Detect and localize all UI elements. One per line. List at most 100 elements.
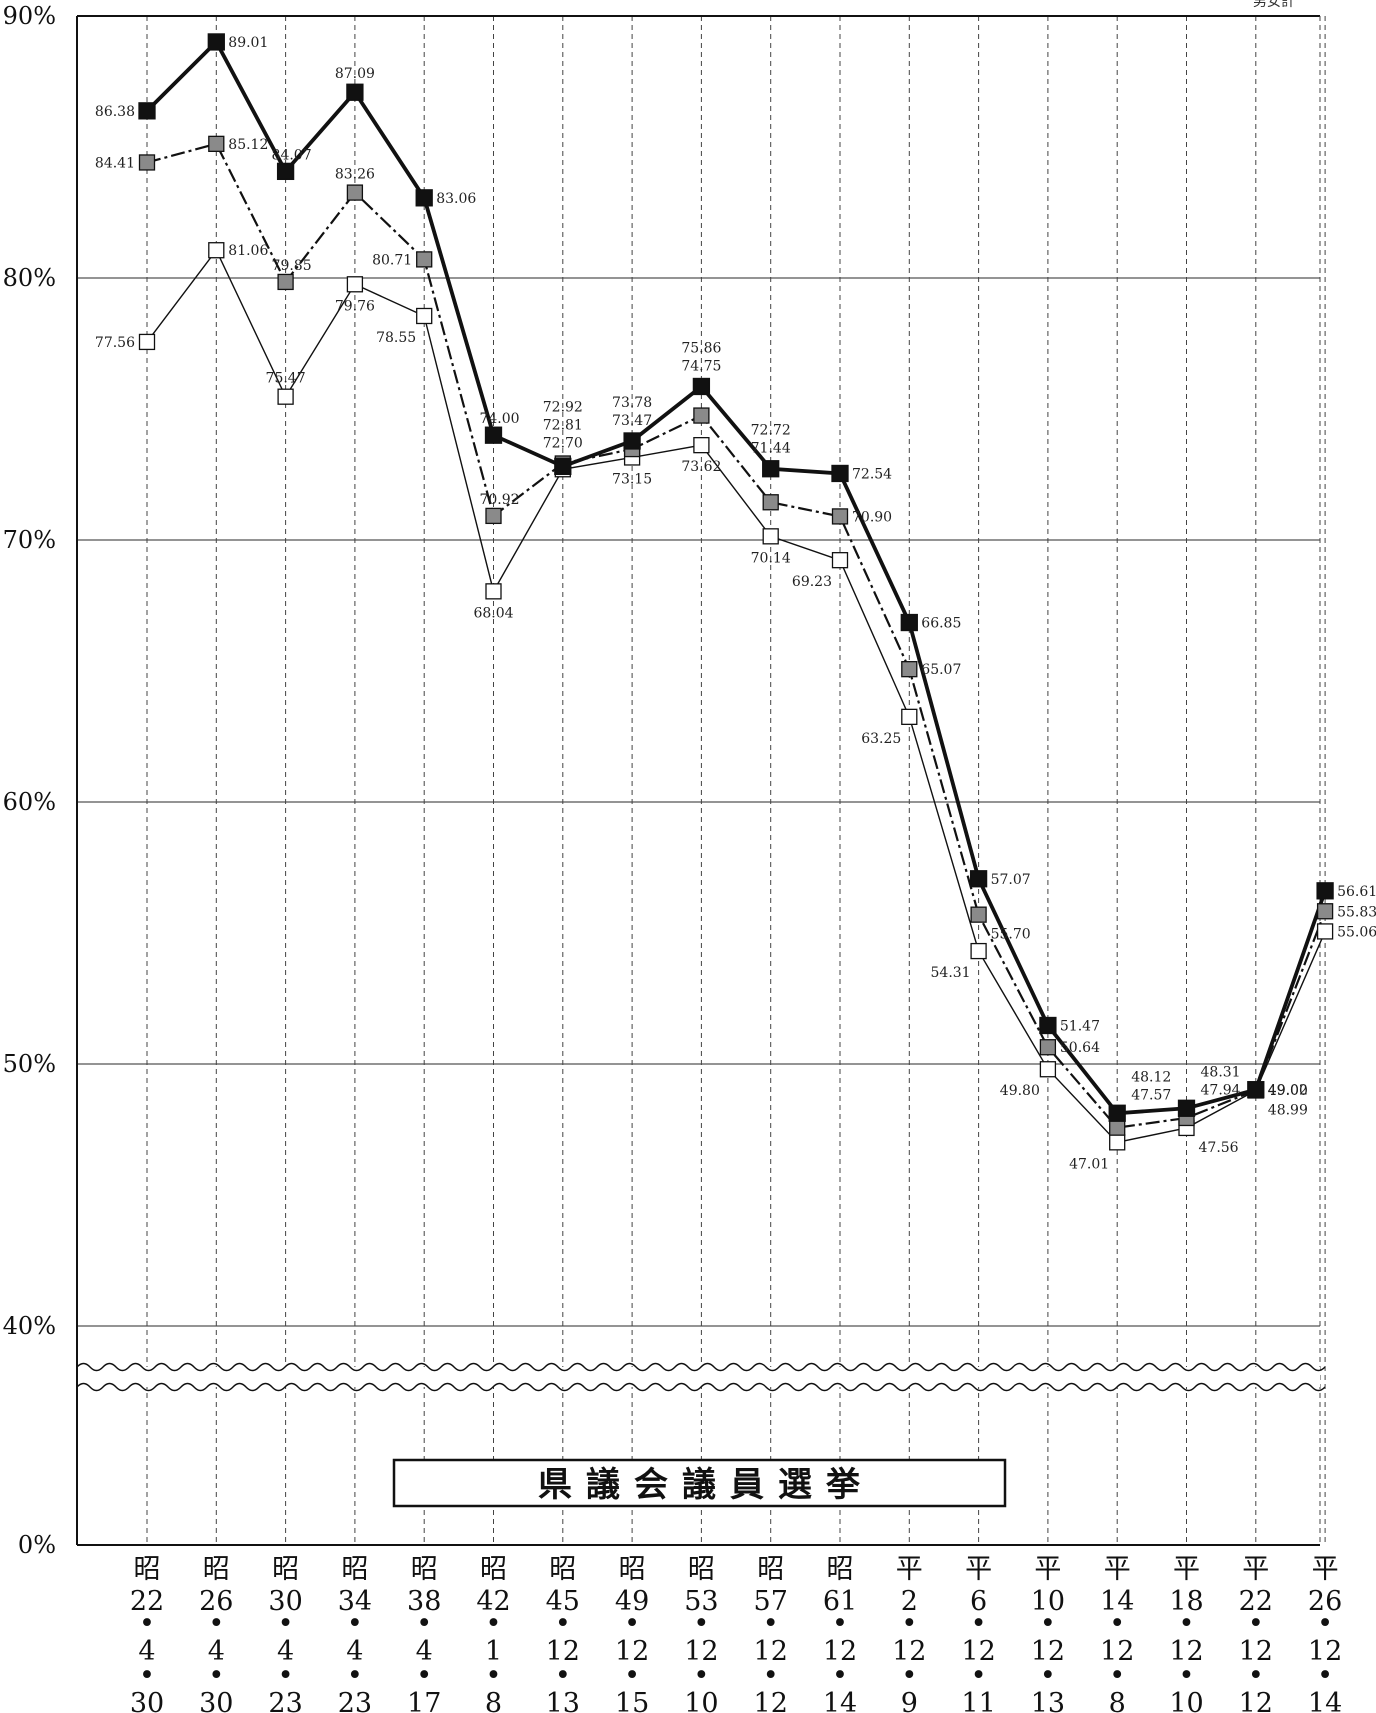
series-point-black [1039, 1016, 1057, 1035]
data-label: 47.57 [1131, 1087, 1171, 1103]
x-tick-label: 12 [615, 1636, 649, 1667]
data-label: 48.99 [1268, 1102, 1308, 1118]
series-point-gray [970, 906, 987, 923]
x-tick-label: 4 [416, 1636, 433, 1667]
data-label: 86.38 [95, 104, 135, 120]
x-tick-label: • [971, 1660, 987, 1691]
x-tick-label: 10 [684, 1688, 718, 1713]
y-tick-label: 0% [18, 1531, 56, 1559]
y-tick-label: 40% [3, 1312, 56, 1340]
series-point-gray [277, 273, 294, 291]
x-tick-label: 6 [970, 1586, 987, 1617]
series-point-white [138, 333, 156, 351]
x-tick-label: 12 [754, 1636, 788, 1667]
axes [76, 15, 1321, 1546]
x-tick-label: 14 [1100, 1586, 1134, 1617]
x-tick-label: 昭 [272, 1554, 299, 1585]
data-label: 73.62 [681, 459, 721, 475]
series-point-black [623, 432, 641, 450]
y-tick-label: 70% [3, 526, 56, 554]
series-point-black [1247, 1081, 1265, 1099]
series-point-white [485, 583, 502, 600]
x-tick-label: • [763, 1660, 779, 1691]
data-label: 72.70 [543, 435, 583, 451]
series-point-gray [416, 251, 433, 268]
series-point-white [970, 942, 987, 960]
series-point-gray [1316, 903, 1334, 920]
x-tick-label: 42 [476, 1586, 510, 1617]
x-tick-label: 1 [485, 1636, 502, 1667]
x-tick-label: 10 [1031, 1586, 1065, 1617]
x-tick-label: • [139, 1660, 155, 1691]
x-tick-label: 26 [1308, 1586, 1342, 1617]
data-label: 72.54 [852, 466, 892, 482]
x-tick-label: 17 [407, 1688, 441, 1713]
x-tick-label: 4 [346, 1636, 363, 1667]
x-tick-label: 30 [130, 1688, 164, 1713]
x-tick-label: 平 [896, 1554, 923, 1585]
data-label: 54.31 [931, 965, 971, 981]
y-tick-label: 60% [3, 788, 56, 816]
axis-break-gap [78, 1367, 1320, 1387]
x-tick-label: 12 [892, 1636, 926, 1667]
data-label: 56.61 [1337, 884, 1376, 900]
series-point-white [901, 708, 918, 725]
series-point-black [692, 377, 711, 396]
data-label: 48.12 [1131, 1069, 1171, 1085]
series-point-black [554, 457, 572, 476]
chart-title-box: 県議会議員選挙 [392, 1458, 1007, 1508]
series-point-gray [485, 507, 502, 525]
x-tick-label: • [832, 1660, 848, 1691]
series-point-black [415, 189, 433, 207]
series-line-black [145, 38, 1327, 1116]
data-label: 81.06 [228, 243, 268, 259]
x-tick-label: • [763, 1608, 779, 1639]
series-point-gray [1039, 1039, 1057, 1056]
data-label: 73.78 [612, 395, 652, 411]
x-tick-label: 12 [1239, 1688, 1273, 1713]
data-label: 73.47 [612, 413, 652, 429]
series-point-black [484, 426, 503, 444]
series-point-white [277, 388, 294, 405]
x-tick-label: • [693, 1660, 709, 1691]
data-label: 47.01 [1069, 1156, 1109, 1172]
series-point-black [969, 870, 988, 888]
x-tick-label: 22 [1239, 1586, 1273, 1617]
x-tick-label: • [278, 1660, 294, 1691]
x-tick-label: 平 [1312, 1554, 1339, 1585]
x-tick-label: • [1317, 1608, 1333, 1639]
x-tick-label: • [693, 1608, 709, 1639]
y-tick-labels: 90% 80% 70% 60% 50% 40% 0% [3, 2, 56, 1559]
x-tick-label: 昭 [341, 1554, 368, 1585]
x-tick-label: 昭 [203, 1554, 230, 1585]
series-point-black [276, 162, 295, 181]
x-tick-label: • [1040, 1660, 1056, 1691]
x-tick-label: 12 [961, 1636, 995, 1667]
data-label: 68.04 [473, 605, 513, 621]
x-tick-label: 15 [615, 1688, 649, 1713]
data-label: 83.26 [335, 167, 375, 183]
x-tick-label: 昭 [757, 1554, 784, 1585]
series-point-black [346, 83, 364, 101]
x-tick-label: • [555, 1660, 571, 1691]
x-tick-label: 昭 [411, 1554, 438, 1585]
x-tick-label: • [1248, 1660, 1264, 1691]
x-tick-label: • [832, 1608, 848, 1639]
x-tick-label: 22 [130, 1586, 164, 1617]
series-point-white [1316, 923, 1334, 940]
data-label: 87.09 [335, 66, 375, 82]
x-tick-label: • [624, 1608, 640, 1639]
data-label: 55.70 [991, 927, 1031, 943]
x-tick-label: 38 [407, 1586, 441, 1617]
x-tick-label: 34 [338, 1586, 372, 1617]
y-tick-label: 90% [3, 2, 56, 30]
series-point-gray [901, 661, 918, 678]
data-label: 50.64 [1060, 1040, 1100, 1056]
x-tick-label: • [208, 1608, 224, 1639]
x-tick-label: 10 [1169, 1688, 1203, 1713]
x-tick-label: 26 [199, 1586, 233, 1617]
series-markers [138, 33, 1334, 1151]
data-label: 77.56 [95, 335, 135, 351]
data-label: 49.80 [1000, 1083, 1040, 1099]
chart-title: 県議会議員選挙 [538, 1465, 874, 1505]
